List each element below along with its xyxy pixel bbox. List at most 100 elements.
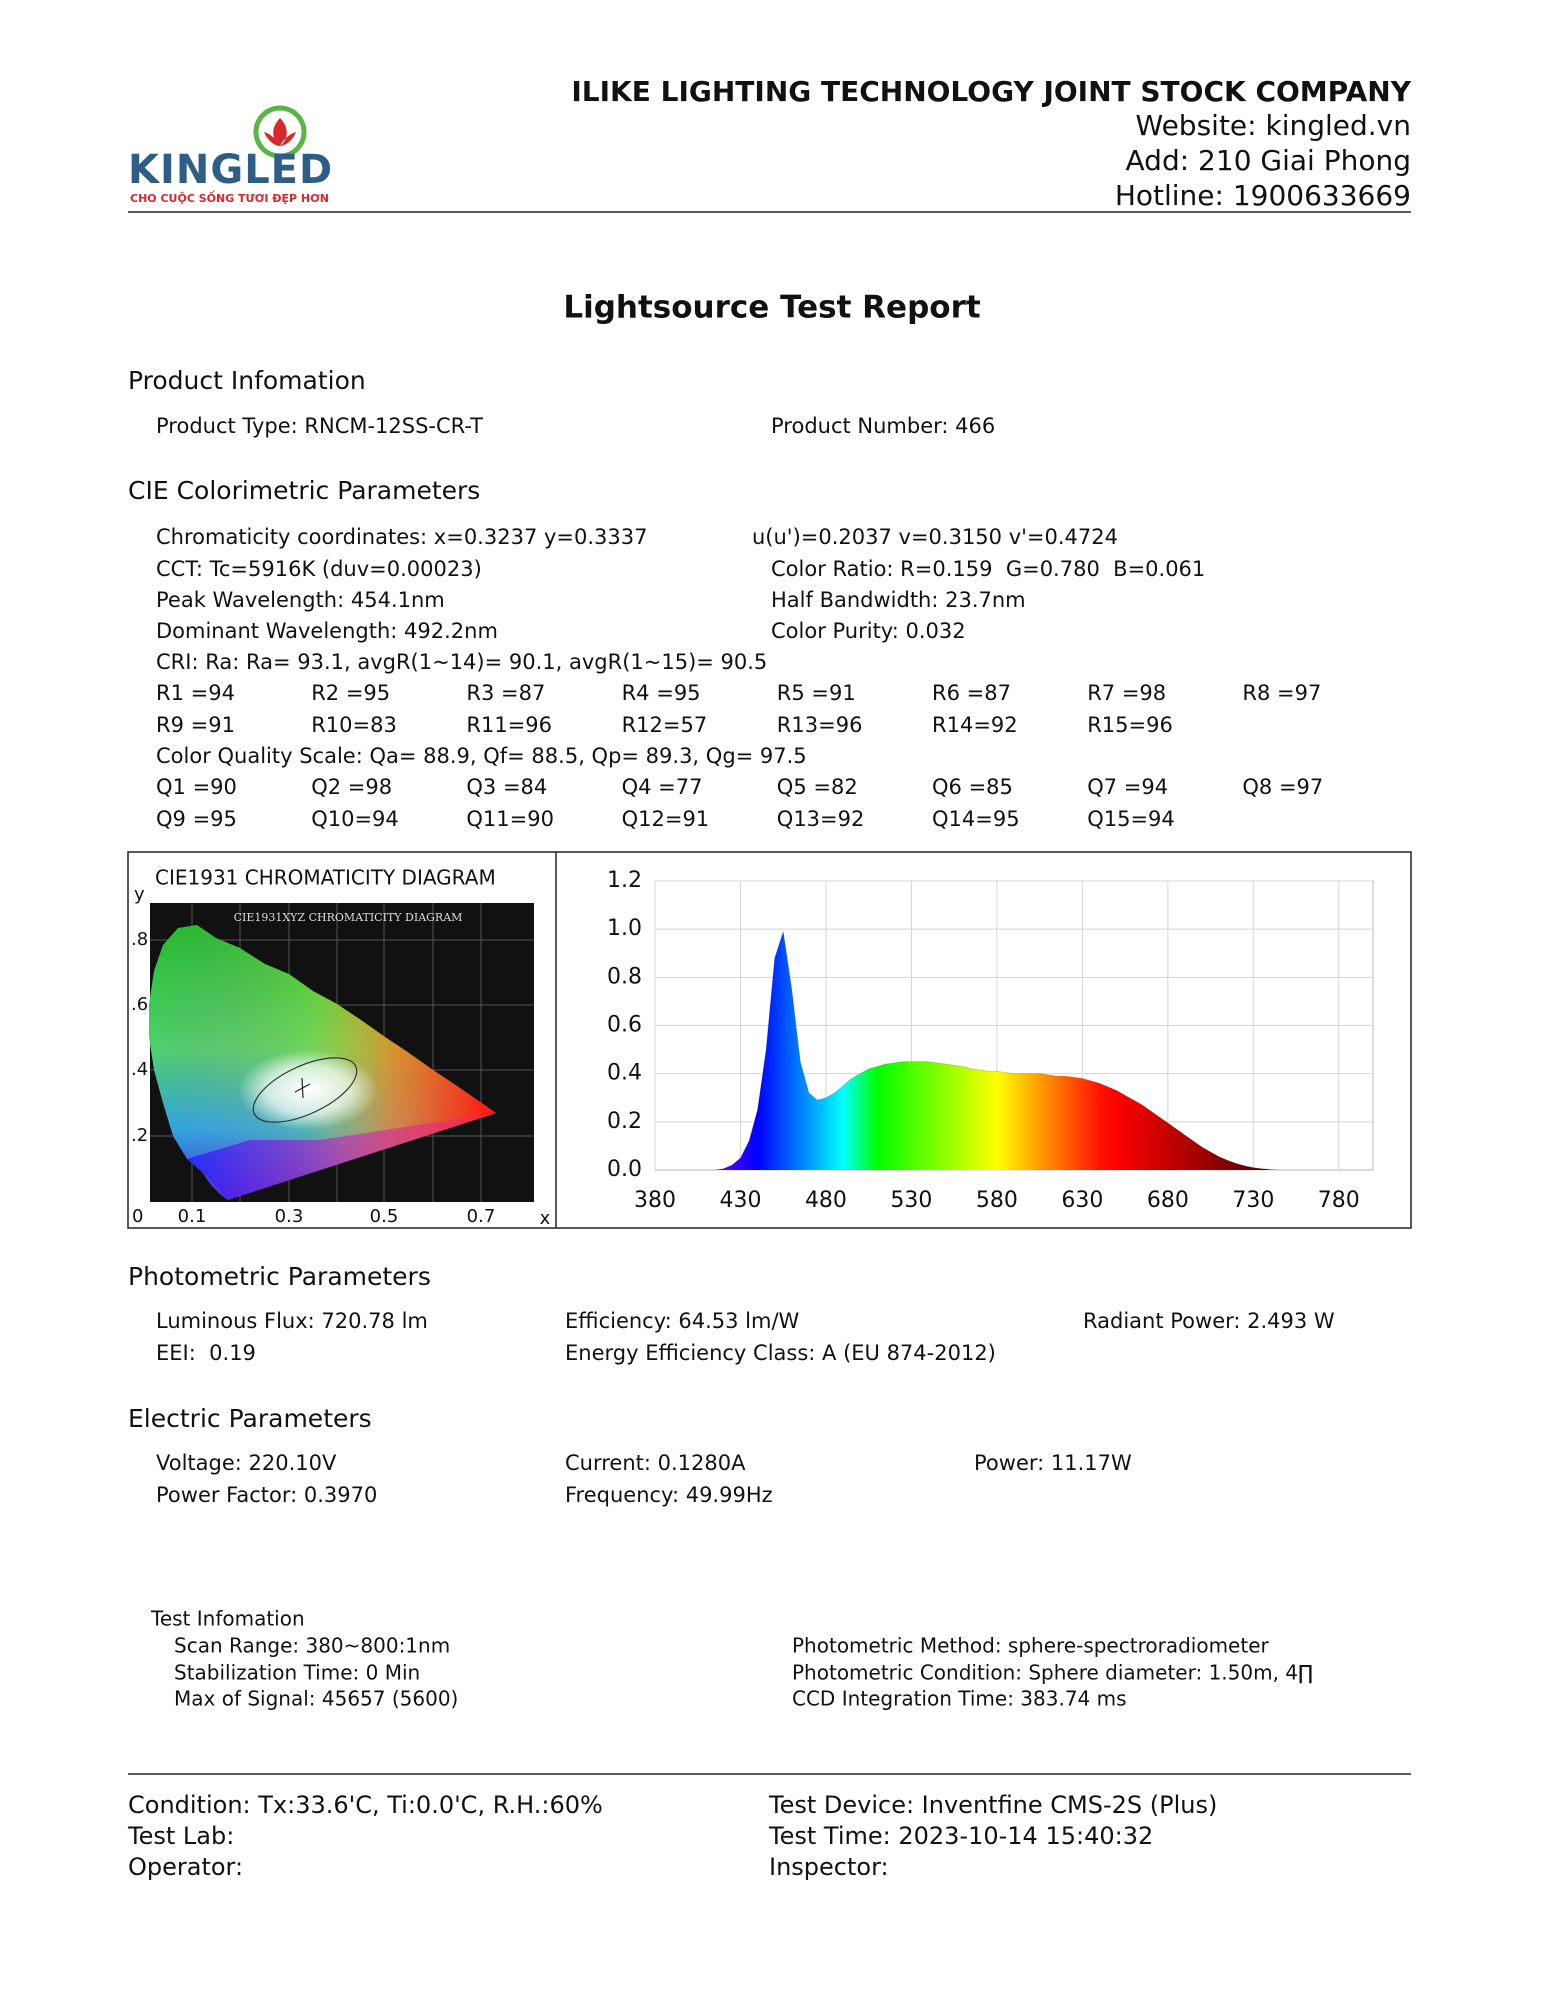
spectrum-line: [655, 931, 1373, 1171]
y-tick-label: .6: [131, 994, 148, 1015]
r-value: R12=57: [622, 713, 708, 737]
r-value: R7 =98: [1087, 681, 1166, 705]
y-tick-label: 0.2: [607, 1109, 642, 1134]
y-tick-label: 0.8: [607, 964, 642, 989]
q-value: Q9 =95: [156, 807, 237, 831]
cie-white: [238, 1050, 378, 1130]
chart-box: [127, 851, 1412, 1229]
spectrum-fill: [655, 931, 1373, 1170]
q-value: Q8 =97: [1242, 775, 1323, 799]
q-value: Q15=94: [1087, 807, 1175, 831]
r-value: R11=96: [466, 713, 552, 737]
field: Dominant Wavelength: 492.2nm: [156, 619, 498, 643]
r-value: R5 =91: [777, 681, 856, 705]
q-value: Q3 =84: [466, 775, 547, 799]
r-value: R9 =91: [156, 713, 235, 737]
x-tick-label: 530: [890, 1188, 932, 1213]
field: Condition: Tx:33.6'C, Ti:0.0'C, R.H.:60%: [128, 1791, 603, 1819]
r-value: R4 =95: [622, 681, 701, 705]
axis-label: x: [540, 1208, 551, 1229]
field: EEI: 0.19: [156, 1341, 256, 1365]
diagram-inner-title: CIE1931XYZ CHROMATICITY DIAGRAM: [234, 911, 463, 924]
r-value: R6 =87: [932, 681, 1011, 705]
y-tick-label: 0.0: [607, 1157, 642, 1182]
y-tick-label: .8: [131, 929, 148, 950]
q-value: Q2 =98: [311, 775, 392, 799]
y-tick-label: 0.4: [607, 1061, 642, 1086]
hotline: Hotline: 1900633669: [1115, 179, 1411, 212]
field: Scan Range: 380~800:1nm: [174, 1634, 450, 1658]
field: u(u')=0.2037 v=0.3150 v'=0.4724: [752, 525, 1118, 549]
logo-ring: [253, 105, 307, 159]
company: ILIKE LIGHTING TECHNOLOGY JOINT STOCK CO…: [571, 75, 1411, 108]
section-heading: Photometric Parameters: [128, 1262, 431, 1291]
x-tick-label: 0.1: [178, 1206, 207, 1227]
field: Power Factor: 0.3970: [156, 1483, 377, 1507]
field: Max of Signal: 45657 (5600): [174, 1687, 458, 1711]
q-value: Q6 =85: [932, 775, 1013, 799]
r-value: R15=96: [1087, 713, 1173, 737]
field: Chromaticity coordinates: x=0.3237 y=0.3…: [156, 525, 647, 549]
q-value: Q10=94: [311, 807, 399, 831]
field: Energy Efficiency Class: A (EU 874-2012): [565, 1341, 996, 1365]
field: Half Bandwidth: 23.7nm: [771, 588, 1026, 612]
q-value: Q1 =90: [156, 775, 237, 799]
x-tick-label: 680: [1147, 1188, 1189, 1213]
section-heading: CIE Colorimetric Parameters: [128, 476, 480, 505]
field: Test Time: 2023-10-14 15:40:32: [768, 1822, 1153, 1850]
field: Frequency: 49.99Hz: [565, 1483, 773, 1507]
r-value: R1 =94: [156, 681, 235, 705]
section-heading: Test Infomation: [150, 1607, 305, 1631]
field: Test Lab:: [127, 1822, 234, 1850]
website: Website: kingled.vn: [1136, 109, 1411, 142]
q-value: Q14=95: [932, 807, 1020, 831]
section-heading: Electric Parameters: [128, 1404, 372, 1433]
q-value: Q7 =94: [1087, 775, 1168, 799]
section-heading: Product Infomation: [128, 366, 366, 395]
field: Voltage: 220.10V: [156, 1451, 337, 1475]
field: Luminous Flux: 720.78 lm: [156, 1309, 428, 1333]
field: Efficiency: 64.53 lm/W: [565, 1309, 800, 1333]
field: Product Number: 466: [771, 414, 995, 438]
x-tick-label: 0.5: [370, 1206, 399, 1227]
field: Radiant Power: 2.493 W: [1083, 1309, 1335, 1333]
field: Inspector:: [769, 1853, 889, 1881]
r-value: R14=92: [932, 713, 1018, 737]
x-tick-label: 580: [976, 1188, 1018, 1213]
y-tick-label: 0.6: [607, 1013, 642, 1038]
field: Peak Wavelength: 454.1nm: [156, 588, 445, 612]
field: CCT: Tc=5916K (duv=0.00023): [156, 557, 482, 581]
field: Stabilization Time: 0 Min: [174, 1661, 420, 1685]
logo-lotus: [264, 118, 296, 146]
y-tick-label: .2: [131, 1125, 148, 1146]
field: Photometric Condition: Sphere diameter: …: [792, 1661, 1313, 1685]
x-tick-label: 0.3: [275, 1206, 304, 1227]
cie-image: [149, 903, 534, 1202]
cie-ellipse: [252, 1057, 358, 1123]
axis-label: y: [134, 884, 145, 905]
field: Color Quality Scale: Qa= 88.9, Qf= 88.5,…: [156, 744, 807, 768]
field: Current: 0.1280A: [565, 1451, 746, 1475]
q-value: Q11=90: [466, 807, 554, 831]
field: CRI: Ra: Ra= 93.1, avgR(1~14)= 90.1, avg…: [156, 650, 767, 674]
x-tick-label: 380: [634, 1188, 676, 1213]
title: Lightsource Test Report: [563, 290, 981, 326]
x-tick-label: 480: [805, 1188, 847, 1213]
cie-cross: [294, 1077, 311, 1099]
tick-label: 0: [132, 1206, 143, 1227]
x-tick-label: 630: [1061, 1188, 1103, 1213]
r-value: R8 =97: [1242, 681, 1321, 705]
q-value: Q12=91: [622, 807, 710, 831]
y-tick-label: .4: [131, 1059, 148, 1080]
q-value: Q13=92: [777, 807, 865, 831]
field: Operator:: [128, 1853, 243, 1881]
field: Photometric Method: sphere-spectroradiom…: [792, 1634, 1269, 1658]
slogan: CHO CUỘC SỐNG TƯƠI ĐẸP HƠN: [130, 190, 329, 205]
field: Product Type: RNCM-12SS-CR-T: [156, 414, 483, 438]
q-value: Q5 =82: [777, 775, 858, 799]
brand: KINGLED: [128, 147, 333, 193]
r-value: R13=96: [777, 713, 863, 737]
x-tick-label: 730: [1232, 1188, 1274, 1213]
